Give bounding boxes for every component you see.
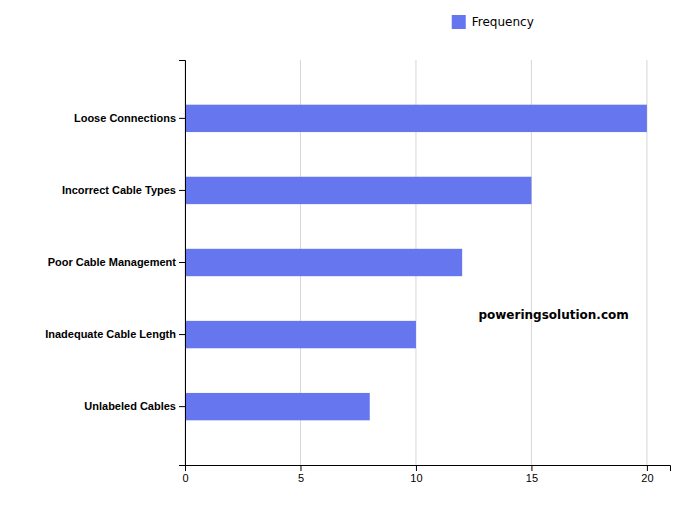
legend-swatch: [452, 15, 466, 29]
y-tick: Inadequate Cable Length: [45, 328, 185, 340]
x-tick-mark: [300, 465, 301, 471]
plot: 0 5 10 15 20 Unlabeled Cables Inadequate Cable…: [45, 60, 670, 484]
y-tick: Loose Connections: [74, 112, 185, 124]
x-tick-label: 20: [641, 472, 653, 484]
y-tick: Unlabeled Cables: [84, 400, 185, 412]
y-tick-label: Inadequate Cable Length: [45, 328, 176, 340]
y-tick: Incorrect Cable Types: [62, 184, 185, 196]
y-tick-label: Unlabeled Cables: [84, 400, 176, 412]
x-tick-label: 0: [182, 472, 188, 484]
y-axis: Unlabeled Cables Inadequate Cable Length P…: [45, 61, 185, 466]
x-tick-label: 15: [526, 472, 538, 484]
y-tick-mark: [179, 334, 185, 335]
x-tick-label: 10: [410, 472, 422, 484]
bar: [185, 393, 370, 420]
bar: [185, 105, 647, 132]
x-tick: 10: [410, 465, 422, 484]
x-tick-label: 5: [298, 472, 304, 484]
legend-label: Frequency: [472, 15, 534, 29]
y-tick-label: Incorrect Cable Types: [62, 184, 176, 196]
annotation: poweringsolution.com: [478, 308, 628, 322]
y-tick-label: Loose Connections: [74, 112, 176, 124]
x-axis: 0 5 10 15 20: [182, 465, 670, 484]
y-axis-line: [179, 61, 186, 466]
y-tick-mark: [179, 406, 185, 407]
y-tick-label: Poor Cable Management: [48, 256, 177, 268]
x-tick: 15: [526, 465, 538, 484]
x-axis-line: [186, 466, 671, 472]
y-tick-mark: [179, 190, 185, 191]
x-tick: 0: [182, 465, 188, 484]
legend: Frequency: [452, 15, 534, 30]
bar: [185, 177, 531, 204]
x-tick-mark: [647, 465, 648, 471]
y-tick-mark: [179, 262, 185, 263]
x-tick-mark: [416, 465, 417, 471]
legend-item: Frequency: [452, 15, 534, 30]
x-tick: 5: [298, 465, 304, 484]
chart: 0 5 10 15 20 Unlabeled Cables Inadequate Cable…: [0, 0, 700, 505]
x-tick-mark: [531, 465, 532, 471]
bar: [185, 249, 462, 276]
bar: [185, 321, 416, 348]
bars: [185, 105, 647, 421]
y-tick-mark: [179, 118, 185, 119]
y-tick: Poor Cable Management: [48, 256, 185, 268]
x-tick: 20: [641, 465, 653, 484]
grid: [185, 60, 647, 465]
